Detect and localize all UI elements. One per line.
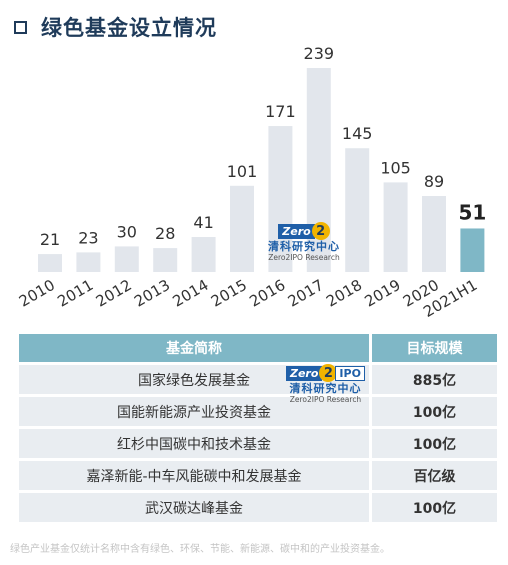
bar-2019 (383, 182, 408, 272)
tick-label-2019: 2019 (362, 276, 404, 311)
data-label-2010: 21 (40, 230, 60, 249)
target-size: 百亿级 (369, 461, 497, 490)
tick-label-2016: 2016 (246, 276, 288, 311)
header-fund-name: 基金简称 (19, 334, 369, 362)
watermark-cn: 清科研究中心 (268, 240, 340, 253)
bar-chart: 21 2010 23 2011 30 2012 28 2013 41 2014 101 2015 171… (16, 44, 486, 321)
watermark-logo: Zero 2 清科研究中心 Zero2IPO Research (268, 222, 340, 262)
table-row: 红杉中国碳中和技术基金 100亿 (19, 429, 497, 458)
bar-2012 (114, 246, 139, 272)
bar-2011 (76, 252, 101, 272)
logo-two: 2 (319, 364, 338, 382)
tick-label-2012: 2012 (93, 276, 135, 311)
bar-2014 (191, 237, 216, 272)
watermark-en: Zero2IPO Research (268, 253, 340, 262)
data-label-2011: 23 (78, 228, 98, 247)
logo-two: 2 (311, 222, 330, 240)
target-size: 100亿 (369, 397, 497, 426)
bar-2020 (422, 196, 446, 272)
logo-zero: Zero (286, 365, 323, 381)
tick-label-2015: 2015 (208, 276, 250, 311)
data-label-2012: 30 (117, 222, 137, 241)
fund-name: 国能新能源产业投资基金 (19, 397, 369, 426)
tick-label-2017: 2017 (285, 276, 327, 311)
tick-label-2013: 2013 (131, 276, 173, 311)
data-label-2018: 145 (342, 124, 373, 143)
footnote: 绿色产业基金仅统计名称中含有绿色、环保、节能、新能源、碳中和的产业投资基金。 (10, 544, 390, 555)
data-label-2019: 105 (380, 158, 411, 177)
data-label-2016: 171 (265, 102, 296, 121)
data-label-2015: 101 (227, 162, 258, 181)
tick-label-2010: 2010 (16, 276, 58, 311)
header-target-size: 目标规模 (369, 334, 497, 362)
bar-2016 (268, 126, 293, 272)
data-label-2014: 41 (193, 213, 213, 232)
page-title: 绿色基金设立情况 (41, 16, 217, 40)
target-size: 885亿 (369, 365, 497, 394)
tick-label-2018: 2018 (323, 276, 365, 311)
data-label-2021H1: 51 (458, 200, 486, 224)
data-label-2020: 89 (424, 172, 444, 191)
watermark-logo-table: Zero 2 IPO 清科研究中心 Zero2IPO Research (286, 364, 365, 404)
table-row: 国能新能源产业投资基金 100亿 (19, 397, 497, 426)
data-label-2017: 239 (304, 44, 335, 63)
bar-2018 (345, 148, 370, 272)
table-row: 国家绿色发展基金 885亿 (19, 365, 497, 394)
logo-ipo: IPO (335, 365, 365, 381)
tick-label-2011: 2011 (54, 276, 96, 311)
tick-label-2014: 2014 (170, 276, 212, 311)
table-row: 武汉碳达峰基金 100亿 (19, 493, 497, 522)
watermark-en: Zero2IPO Research (289, 395, 362, 404)
table-row: 嘉泽新能-中车风能碳中和发展基金 百亿级 (19, 461, 497, 490)
bar-2013 (153, 248, 178, 272)
fund-name: 嘉泽新能-中车风能碳中和发展基金 (19, 461, 369, 490)
target-size: 100亿 (369, 493, 497, 522)
bar-2021H1 (460, 228, 485, 272)
fund-table: 基金简称 目标规模 国家绿色发展基金 885亿 国能新能源产业投资基金 100亿… (19, 331, 497, 525)
title-square-icon (14, 20, 27, 34)
target-size: 100亿 (369, 429, 497, 458)
data-label-2013: 28 (155, 224, 175, 243)
table-header-row: 基金简称 目标规模 (19, 334, 497, 362)
fund-name: 武汉碳达峰基金 (19, 493, 369, 522)
title-bar: 绿色基金设立情况 (14, 10, 217, 44)
bar-2015 (230, 185, 254, 272)
watermark-cn: 清科研究中心 (289, 382, 362, 395)
bar-2010 (38, 254, 62, 272)
fund-name: 红杉中国碳中和技术基金 (19, 429, 369, 458)
logo-zero: Zero (278, 223, 315, 239)
